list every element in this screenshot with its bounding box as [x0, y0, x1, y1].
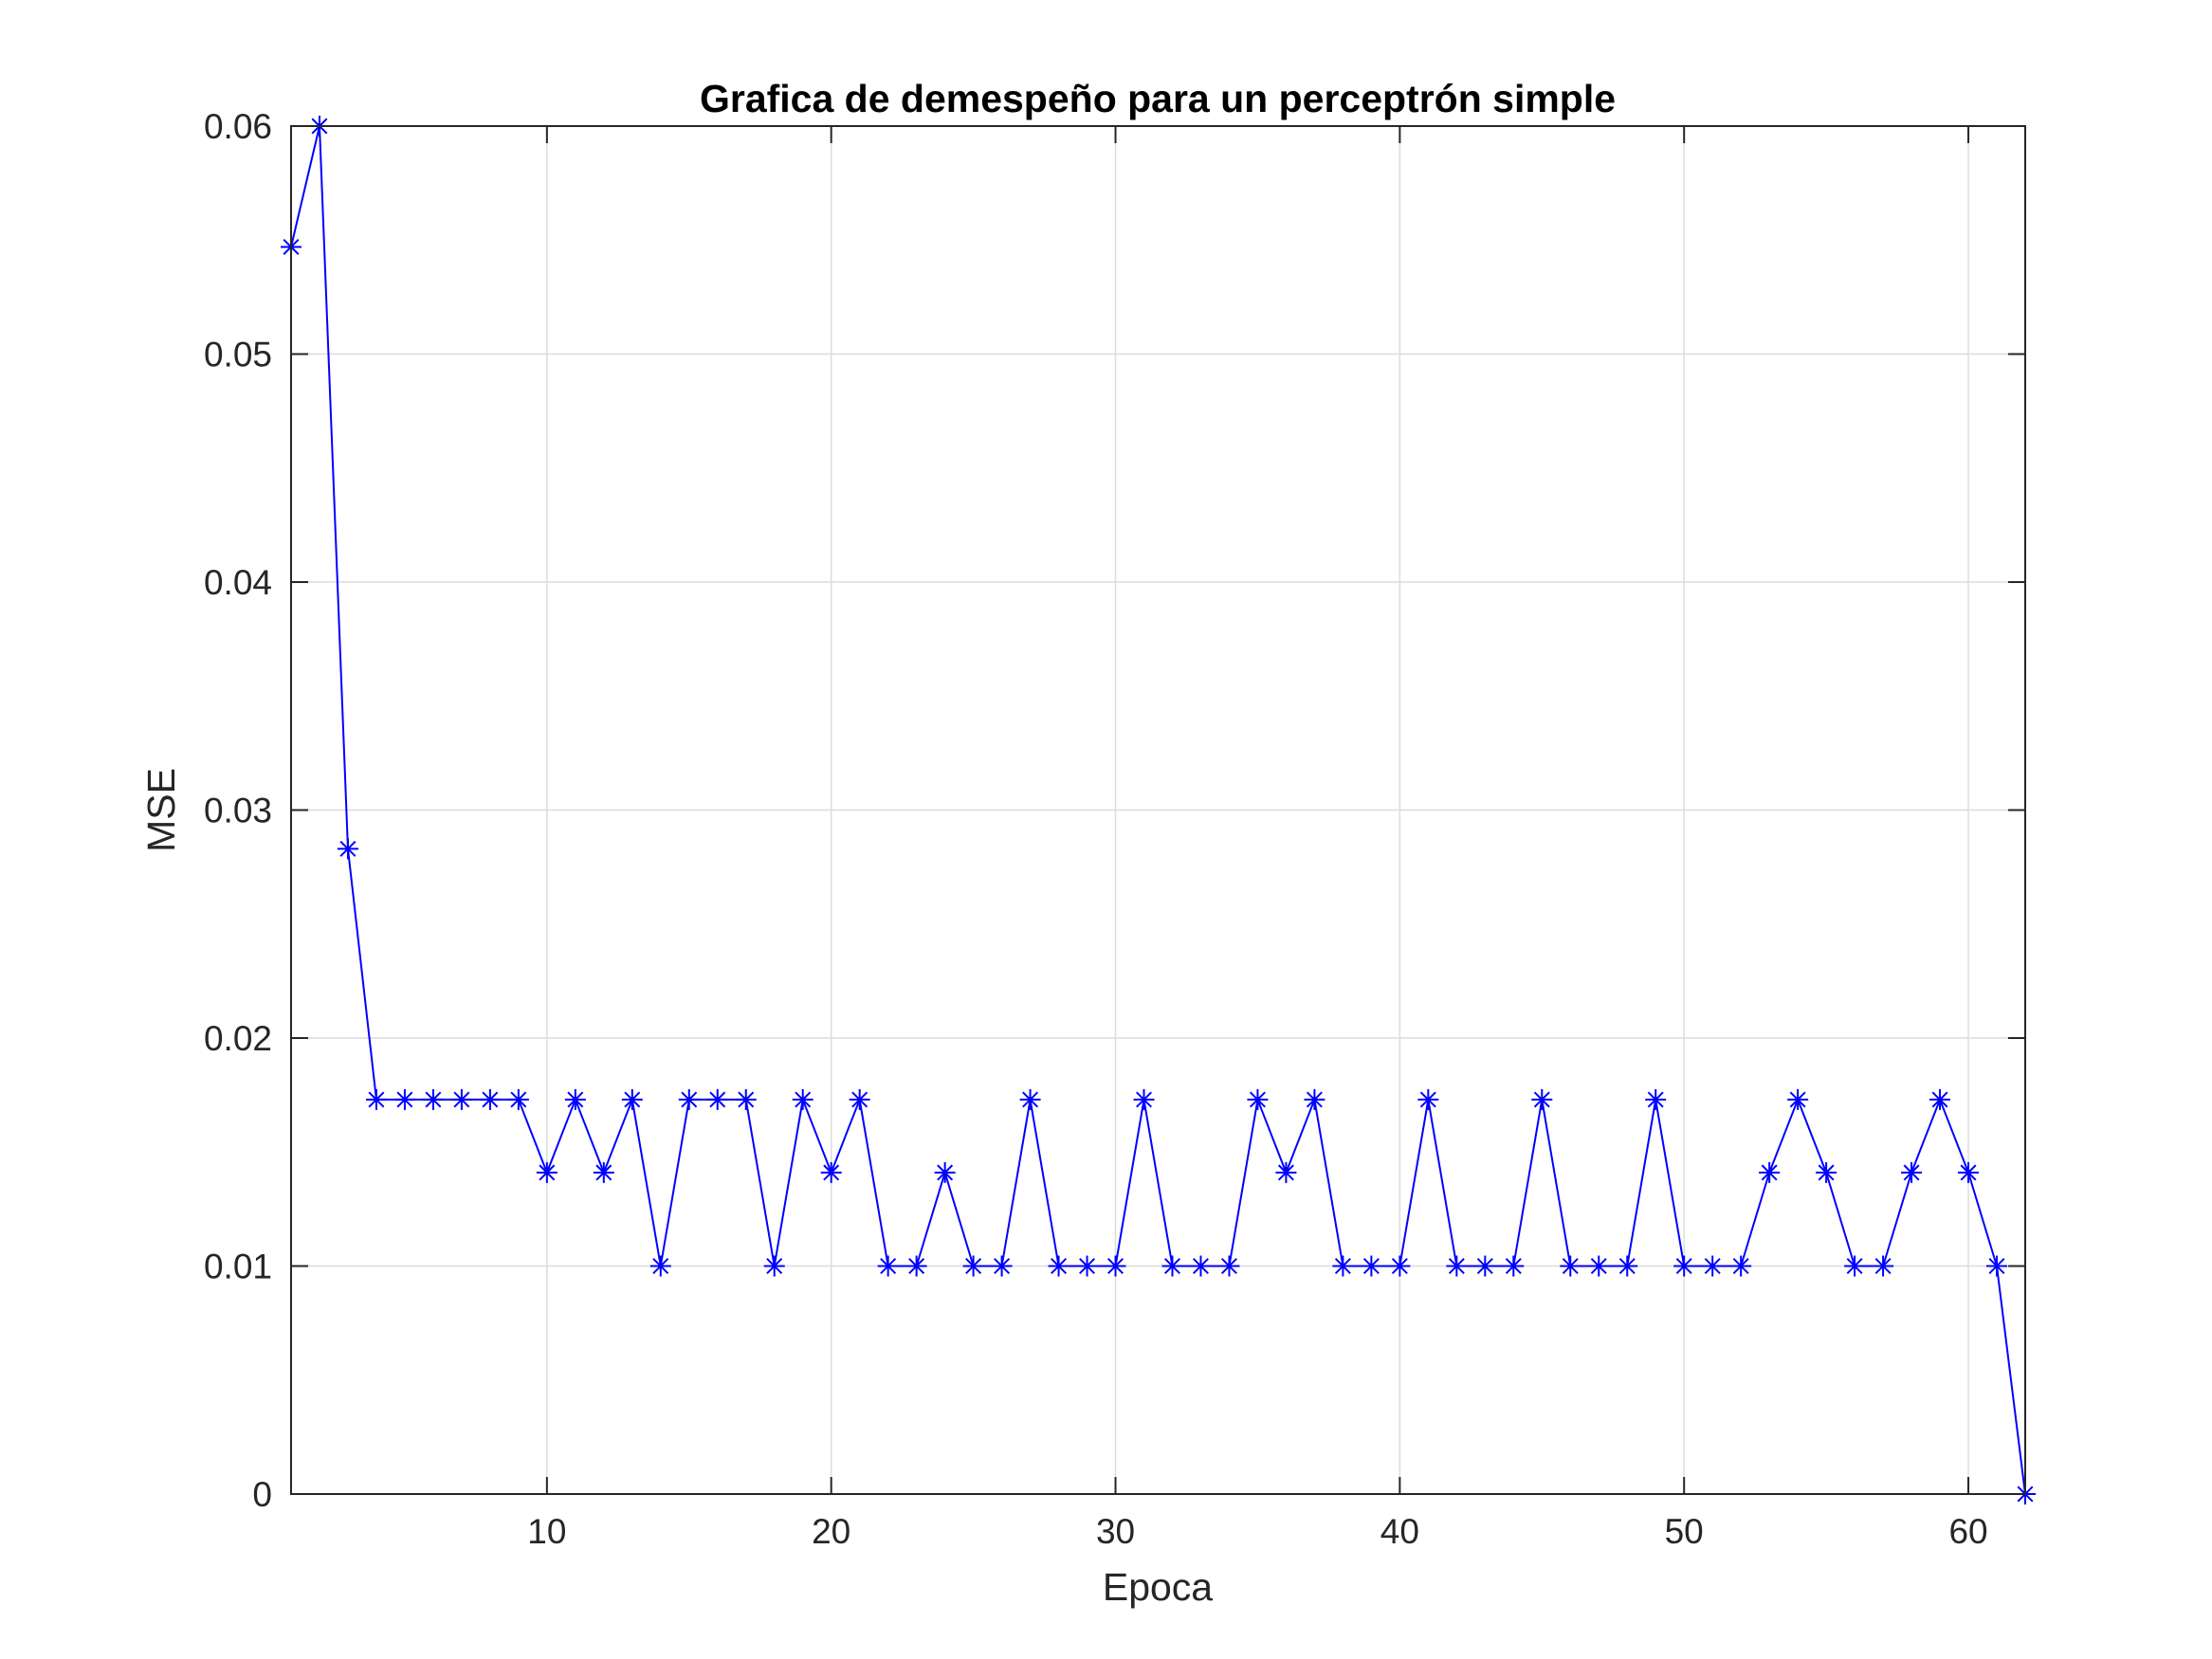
data-point-marker [1588, 1255, 1610, 1277]
data-point-marker [365, 1088, 387, 1110]
chart-title: Grafica de demespeño para un perceptrón … [700, 77, 1616, 120]
data-point-marker [1446, 1255, 1468, 1277]
data-point-marker [1844, 1255, 1866, 1277]
data-point-marker [1673, 1255, 1695, 1277]
y-tick-label: 0.02 [204, 1019, 272, 1058]
data-point-marker [649, 1255, 671, 1277]
data-point-marker [877, 1255, 899, 1277]
data-point-marker [337, 838, 358, 860]
data-point-marker [1645, 1088, 1667, 1110]
data-point-marker [1076, 1255, 1098, 1277]
data-point-marker [1133, 1088, 1155, 1110]
data-point-marker [792, 1088, 814, 1110]
data-point-marker [1873, 1255, 1894, 1277]
data-point-marker [1048, 1255, 1069, 1277]
data-point-marker [1816, 1161, 1837, 1183]
data-point-marker [1730, 1255, 1752, 1277]
data-point-marker [1958, 1161, 1980, 1183]
data-point-marker [1474, 1255, 1496, 1277]
data-point-marker [507, 1088, 529, 1110]
data-point-marker [564, 1088, 586, 1110]
data-point-marker [1275, 1161, 1297, 1183]
data-point-marker [1304, 1088, 1325, 1110]
y-tick-label: 0.01 [204, 1248, 272, 1286]
axes-box [290, 125, 2026, 1495]
data-point-marker [450, 1088, 472, 1110]
data-point-marker [1161, 1255, 1183, 1277]
y-tick-label: 0 [252, 1475, 272, 1514]
data-point-marker [1503, 1255, 1525, 1277]
data-point-marker [393, 1088, 415, 1110]
y-tick-label: 0.03 [204, 792, 272, 830]
data-point-marker [1702, 1255, 1724, 1277]
data-point-marker [1218, 1255, 1240, 1277]
data-point-marker [1105, 1255, 1126, 1277]
x-axis-label: Epoca [1103, 1565, 1213, 1609]
data-point-marker [849, 1088, 870, 1110]
data-point-marker [1759, 1161, 1781, 1183]
x-tick-label: 50 [1665, 1512, 1704, 1551]
data-point-marker [1247, 1088, 1269, 1110]
data-point-marker [479, 1088, 501, 1110]
data-point-marker [1332, 1255, 1354, 1277]
tick-labels: 10 20 30 40 50 60 0 0.01 0.02 0.03 0.04 0.05 0.06 [204, 107, 1988, 1551]
data-point-marker [1986, 1255, 2008, 1277]
data-point-marker [1190, 1255, 1212, 1277]
data-point-marker [991, 1255, 1013, 1277]
data-point-marker [706, 1088, 728, 1110]
data-point-marker [1929, 1088, 1951, 1110]
data-point-marker [1389, 1255, 1411, 1277]
x-tick-label: 30 [1096, 1512, 1135, 1551]
data-point-marker [763, 1255, 785, 1277]
data-point-marker [1617, 1255, 1638, 1277]
data-point-marker [1901, 1161, 1923, 1183]
data-point-marker [1787, 1088, 1809, 1110]
y-tick-label: 0.06 [204, 107, 272, 146]
data-point-marker [621, 1088, 643, 1110]
data-point-marker [1019, 1088, 1041, 1110]
data-series [281, 116, 2036, 1504]
x-tick-label: 10 [527, 1512, 566, 1551]
data-point-marker [678, 1088, 700, 1110]
data-point-marker [1531, 1088, 1553, 1110]
data-point-marker [962, 1255, 984, 1277]
x-tick-label: 40 [1380, 1512, 1419, 1551]
data-point-marker [934, 1161, 956, 1183]
x-tick-label: 20 [812, 1512, 850, 1551]
data-point-marker [905, 1255, 927, 1277]
y-axis-label: MSE [139, 768, 183, 852]
x-tick-label: 60 [1948, 1512, 1987, 1551]
data-point-marker [536, 1161, 558, 1183]
y-tick-label: 0.04 [204, 563, 272, 602]
data-point-marker [422, 1088, 444, 1110]
y-tick-label: 0.05 [204, 336, 272, 374]
data-point-marker [1560, 1255, 1581, 1277]
data-point-marker [593, 1161, 614, 1183]
data-point-marker [820, 1161, 842, 1183]
data-point-marker [1361, 1255, 1382, 1277]
data-point-marker [735, 1088, 757, 1110]
data-point-marker [1417, 1088, 1439, 1110]
